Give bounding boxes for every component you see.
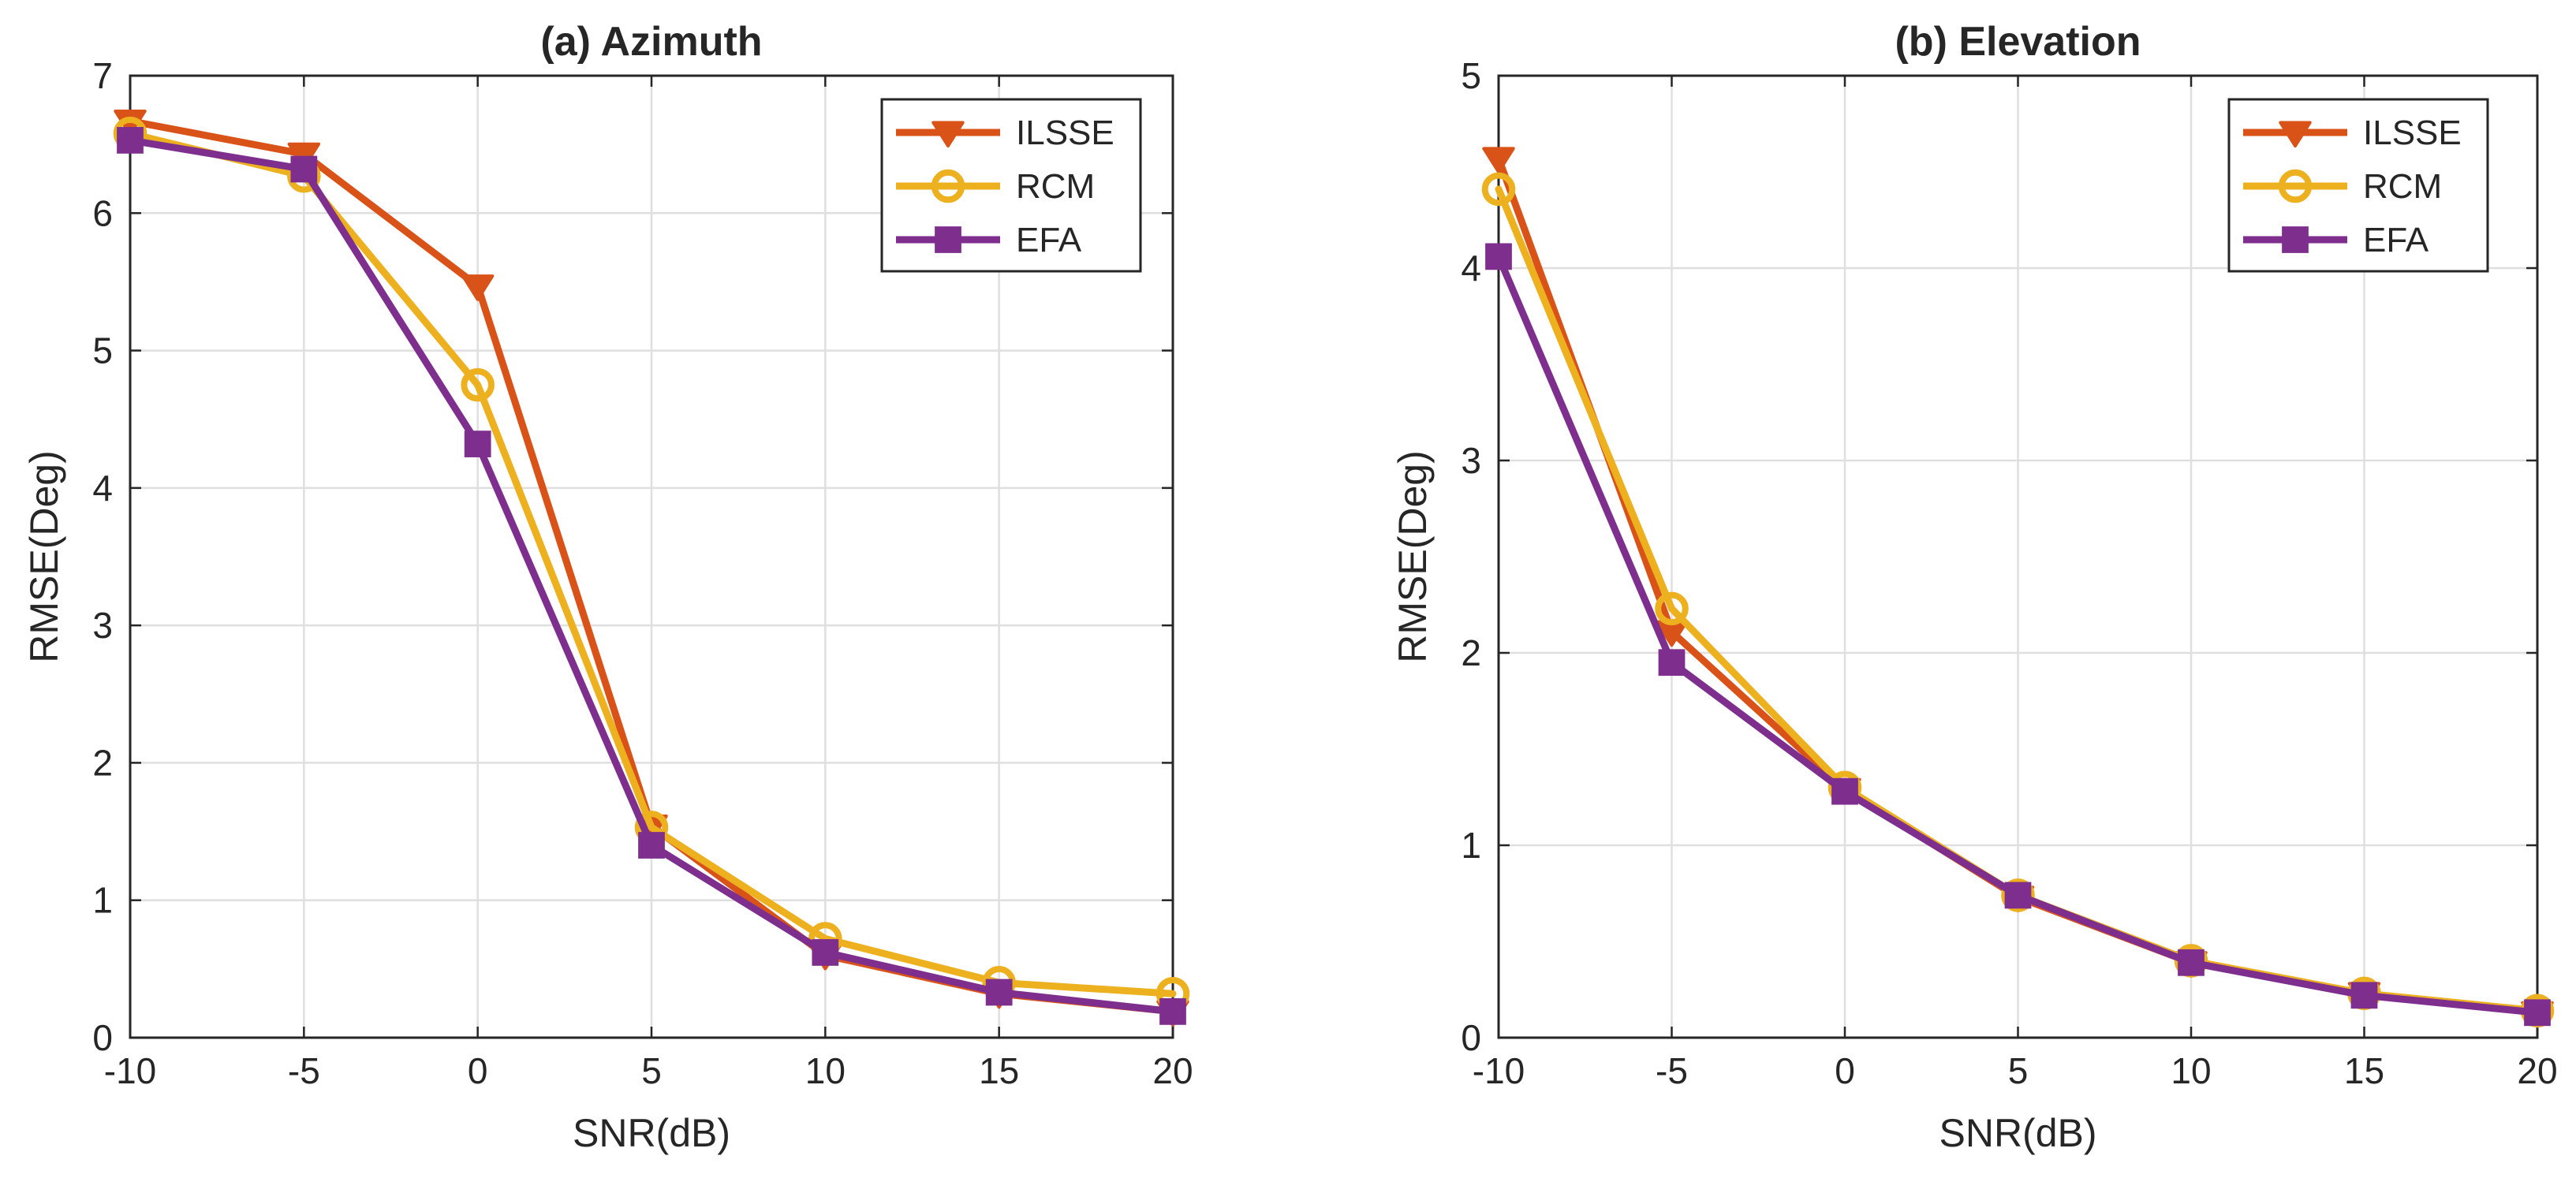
legend-marker-rcm bbox=[931, 169, 965, 203]
data-point-efa bbox=[1485, 243, 1512, 270]
subplot-elevation: -10 -5 0 5 10 15 20 0 1 2 3 4 5 (b) Elevation SNR(dB) R… bbox=[1391, 19, 2558, 1155]
legend-label-ilsse: ILSSE bbox=[1016, 114, 1114, 152]
x-tick-label: 20 bbox=[2517, 1050, 2557, 1091]
x-tick-label: 20 bbox=[1152, 1050, 1193, 1091]
y-tick-label: 1 bbox=[1461, 825, 1481, 866]
y-tick-label: 5 bbox=[1461, 55, 1481, 96]
y-axis-label: RMSE(Deg) bbox=[1391, 450, 1435, 662]
chart-title: (b) Elevation bbox=[1895, 19, 2141, 65]
data-point-efa bbox=[117, 127, 144, 154]
x-tick-label: 0 bbox=[468, 1050, 488, 1091]
y-tick-label: 5 bbox=[92, 330, 113, 371]
y-tick-label: 3 bbox=[92, 605, 113, 646]
legend-marker-rcm bbox=[2278, 169, 2313, 203]
legend: ILSSE RCM EFA bbox=[880, 98, 1142, 273]
y-tick-label: 4 bbox=[1461, 248, 1481, 289]
x-tick-label: 5 bbox=[641, 1050, 662, 1091]
legend: ILSSE RCM EFA bbox=[2227, 98, 2489, 273]
y-tick-label: 2 bbox=[1461, 632, 1481, 673]
data-point-efa bbox=[812, 939, 839, 966]
data-point-ilsse bbox=[461, 274, 495, 301]
x-tick-label: 10 bbox=[805, 1050, 846, 1091]
legend-label-efa: EFA bbox=[1016, 221, 1082, 259]
series-efa bbox=[1485, 243, 2551, 1027]
data-point-efa bbox=[2524, 999, 2551, 1027]
data-point-rcm bbox=[461, 367, 495, 402]
data-point-efa bbox=[1658, 649, 1686, 677]
data-point-rcm bbox=[2001, 878, 2035, 912]
data-point-efa bbox=[464, 431, 491, 457]
x-tick-label: -5 bbox=[288, 1050, 320, 1091]
x-tick-label: 15 bbox=[979, 1050, 1019, 1091]
x-tick-label: 15 bbox=[2344, 1050, 2384, 1091]
legend-label-rcm: RCM bbox=[1016, 167, 1095, 206]
x-tick-label: -10 bbox=[104, 1050, 156, 1091]
data-point-efa bbox=[2004, 882, 2032, 909]
y-tick-label: 1 bbox=[92, 880, 113, 921]
legend-label-rcm: RCM bbox=[2363, 167, 2442, 206]
legend-marker-efa bbox=[935, 226, 961, 253]
legend-marker-efa bbox=[2282, 226, 2309, 253]
y-tick-label: 6 bbox=[92, 192, 113, 233]
x-tick-label: -10 bbox=[1473, 1050, 1525, 1091]
legend-marker-ilsse bbox=[931, 121, 965, 148]
data-point-efa bbox=[1159, 998, 1186, 1025]
y-axis-label: RMSE(Deg) bbox=[22, 450, 66, 662]
chart-title: (a) Azimuth bbox=[540, 19, 762, 65]
x-axis-label: SNR(dB) bbox=[573, 1111, 730, 1155]
axes-box bbox=[1497, 74, 2539, 1039]
y-tick-label: 7 bbox=[92, 55, 113, 96]
data-point-efa bbox=[2178, 949, 2205, 976]
data-point-efa bbox=[638, 832, 665, 859]
legend-marker-ilsse bbox=[2279, 121, 2312, 148]
data-point-efa bbox=[985, 979, 1013, 1006]
series-efa bbox=[117, 127, 1186, 1025]
x-tick-label: -5 bbox=[1656, 1050, 1688, 1091]
legend-label-efa: EFA bbox=[2363, 221, 2429, 259]
data-point-efa bbox=[290, 155, 318, 183]
y-tick-label: 2 bbox=[92, 742, 113, 783]
legend-label-ilsse: ILSSE bbox=[2363, 114, 2462, 152]
data-point-ilsse bbox=[287, 142, 321, 170]
y-tick-label: 4 bbox=[92, 468, 113, 509]
x-tick-label: 0 bbox=[1835, 1050, 1855, 1091]
x-tick-label: 10 bbox=[2171, 1050, 2211, 1091]
data-point-rcm bbox=[1481, 172, 1516, 207]
y-tick-label: 0 bbox=[1461, 1017, 1481, 1058]
subplot-azimuth: -10 -5 0 5 10 15 20 0 1 2 3 4 5 6 7 (a) Azimuth SNR(dB) R… bbox=[22, 19, 1193, 1155]
x-axis-label: SNR(dB) bbox=[1939, 1111, 2096, 1155]
data-point-efa bbox=[2350, 982, 2378, 1009]
x-tick-label: 5 bbox=[2008, 1050, 2029, 1091]
data-point-ilsse bbox=[1482, 147, 1515, 174]
data-point-efa bbox=[1831, 777, 1858, 805]
y-tick-label: 0 bbox=[92, 1017, 113, 1058]
y-tick-label: 3 bbox=[1461, 440, 1481, 481]
axes-box bbox=[129, 74, 1174, 1039]
data-point-rcm bbox=[1655, 591, 1689, 626]
